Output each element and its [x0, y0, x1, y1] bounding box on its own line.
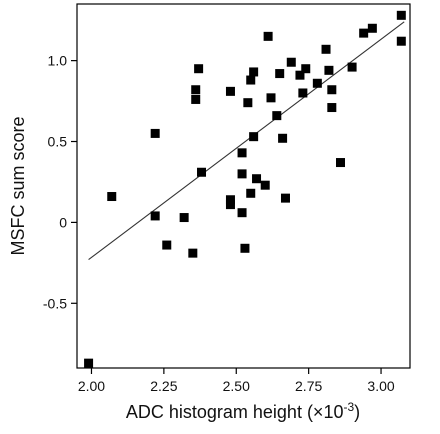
data-point: [298, 88, 308, 98]
data-point: [336, 158, 346, 168]
data-point: [359, 28, 369, 38]
data-point: [237, 208, 247, 218]
data-point: [347, 62, 357, 72]
data-points: [84, 10, 406, 368]
data-point: [278, 133, 288, 143]
data-point: [243, 98, 253, 108]
x-tick-label: 2.25: [150, 378, 177, 394]
data-point: [225, 86, 235, 96]
data-point: [191, 94, 201, 104]
data-point: [237, 169, 247, 179]
regression-line: [88, 21, 405, 261]
data-point: [312, 78, 322, 88]
data-point: [266, 93, 276, 103]
data-point: [249, 132, 259, 142]
data-point: [263, 31, 273, 41]
data-point: [179, 213, 189, 223]
data-point: [324, 65, 334, 75]
data-point: [240, 243, 250, 253]
data-point: [237, 148, 247, 158]
data-point: [321, 44, 331, 54]
data-point: [286, 57, 296, 67]
data-point: [249, 67, 259, 77]
data-point: [188, 248, 198, 258]
data-point: [396, 36, 406, 46]
data-point: [107, 192, 117, 202]
data-point: [275, 69, 285, 79]
fit-line-layer: [88, 21, 405, 261]
data-point: [150, 128, 160, 138]
data-point: [295, 70, 305, 80]
data-point: [272, 111, 282, 121]
data-point: [191, 85, 201, 95]
data-point: [327, 103, 337, 113]
y-axis-ticks: -0.5 0 0.5 1.0: [43, 53, 77, 311]
x-axis-ticks: 2.00 2.25 2.50 2.75 3.00: [78, 368, 395, 394]
data-point: [280, 193, 290, 203]
data-point: [84, 358, 94, 368]
data-point: [194, 64, 204, 74]
x-tick-label: 2.75: [295, 378, 322, 394]
y-tick-label: 1.0: [48, 53, 68, 69]
y-axis-title: MSFC sum score: [8, 116, 28, 255]
x-tick-label: 3.00: [367, 378, 394, 394]
data-point: [246, 75, 256, 85]
y-tick-label: 0: [59, 214, 67, 230]
x-tick-label: 2.50: [223, 378, 250, 394]
data-point: [396, 10, 406, 20]
data-point: [252, 174, 262, 184]
data-point: [150, 211, 160, 221]
data-point: [197, 167, 207, 177]
data-point: [301, 64, 311, 74]
x-axis-exponent: -3: [343, 400, 354, 414]
data-point: [260, 180, 270, 190]
plot-frame: [76, 3, 411, 369]
data-point: [162, 240, 172, 250]
y-tick-label: 0.5: [48, 134, 68, 150]
x-axis-title: ADC histogram height (×10-3): [126, 400, 360, 422]
data-point: [225, 200, 235, 210]
x-tick-label: 2.00: [78, 378, 105, 394]
data-point: [367, 23, 377, 33]
data-point: [246, 188, 256, 198]
data-point: [327, 85, 337, 95]
data-point: [225, 195, 235, 205]
y-tick-label: -0.5: [43, 295, 67, 311]
